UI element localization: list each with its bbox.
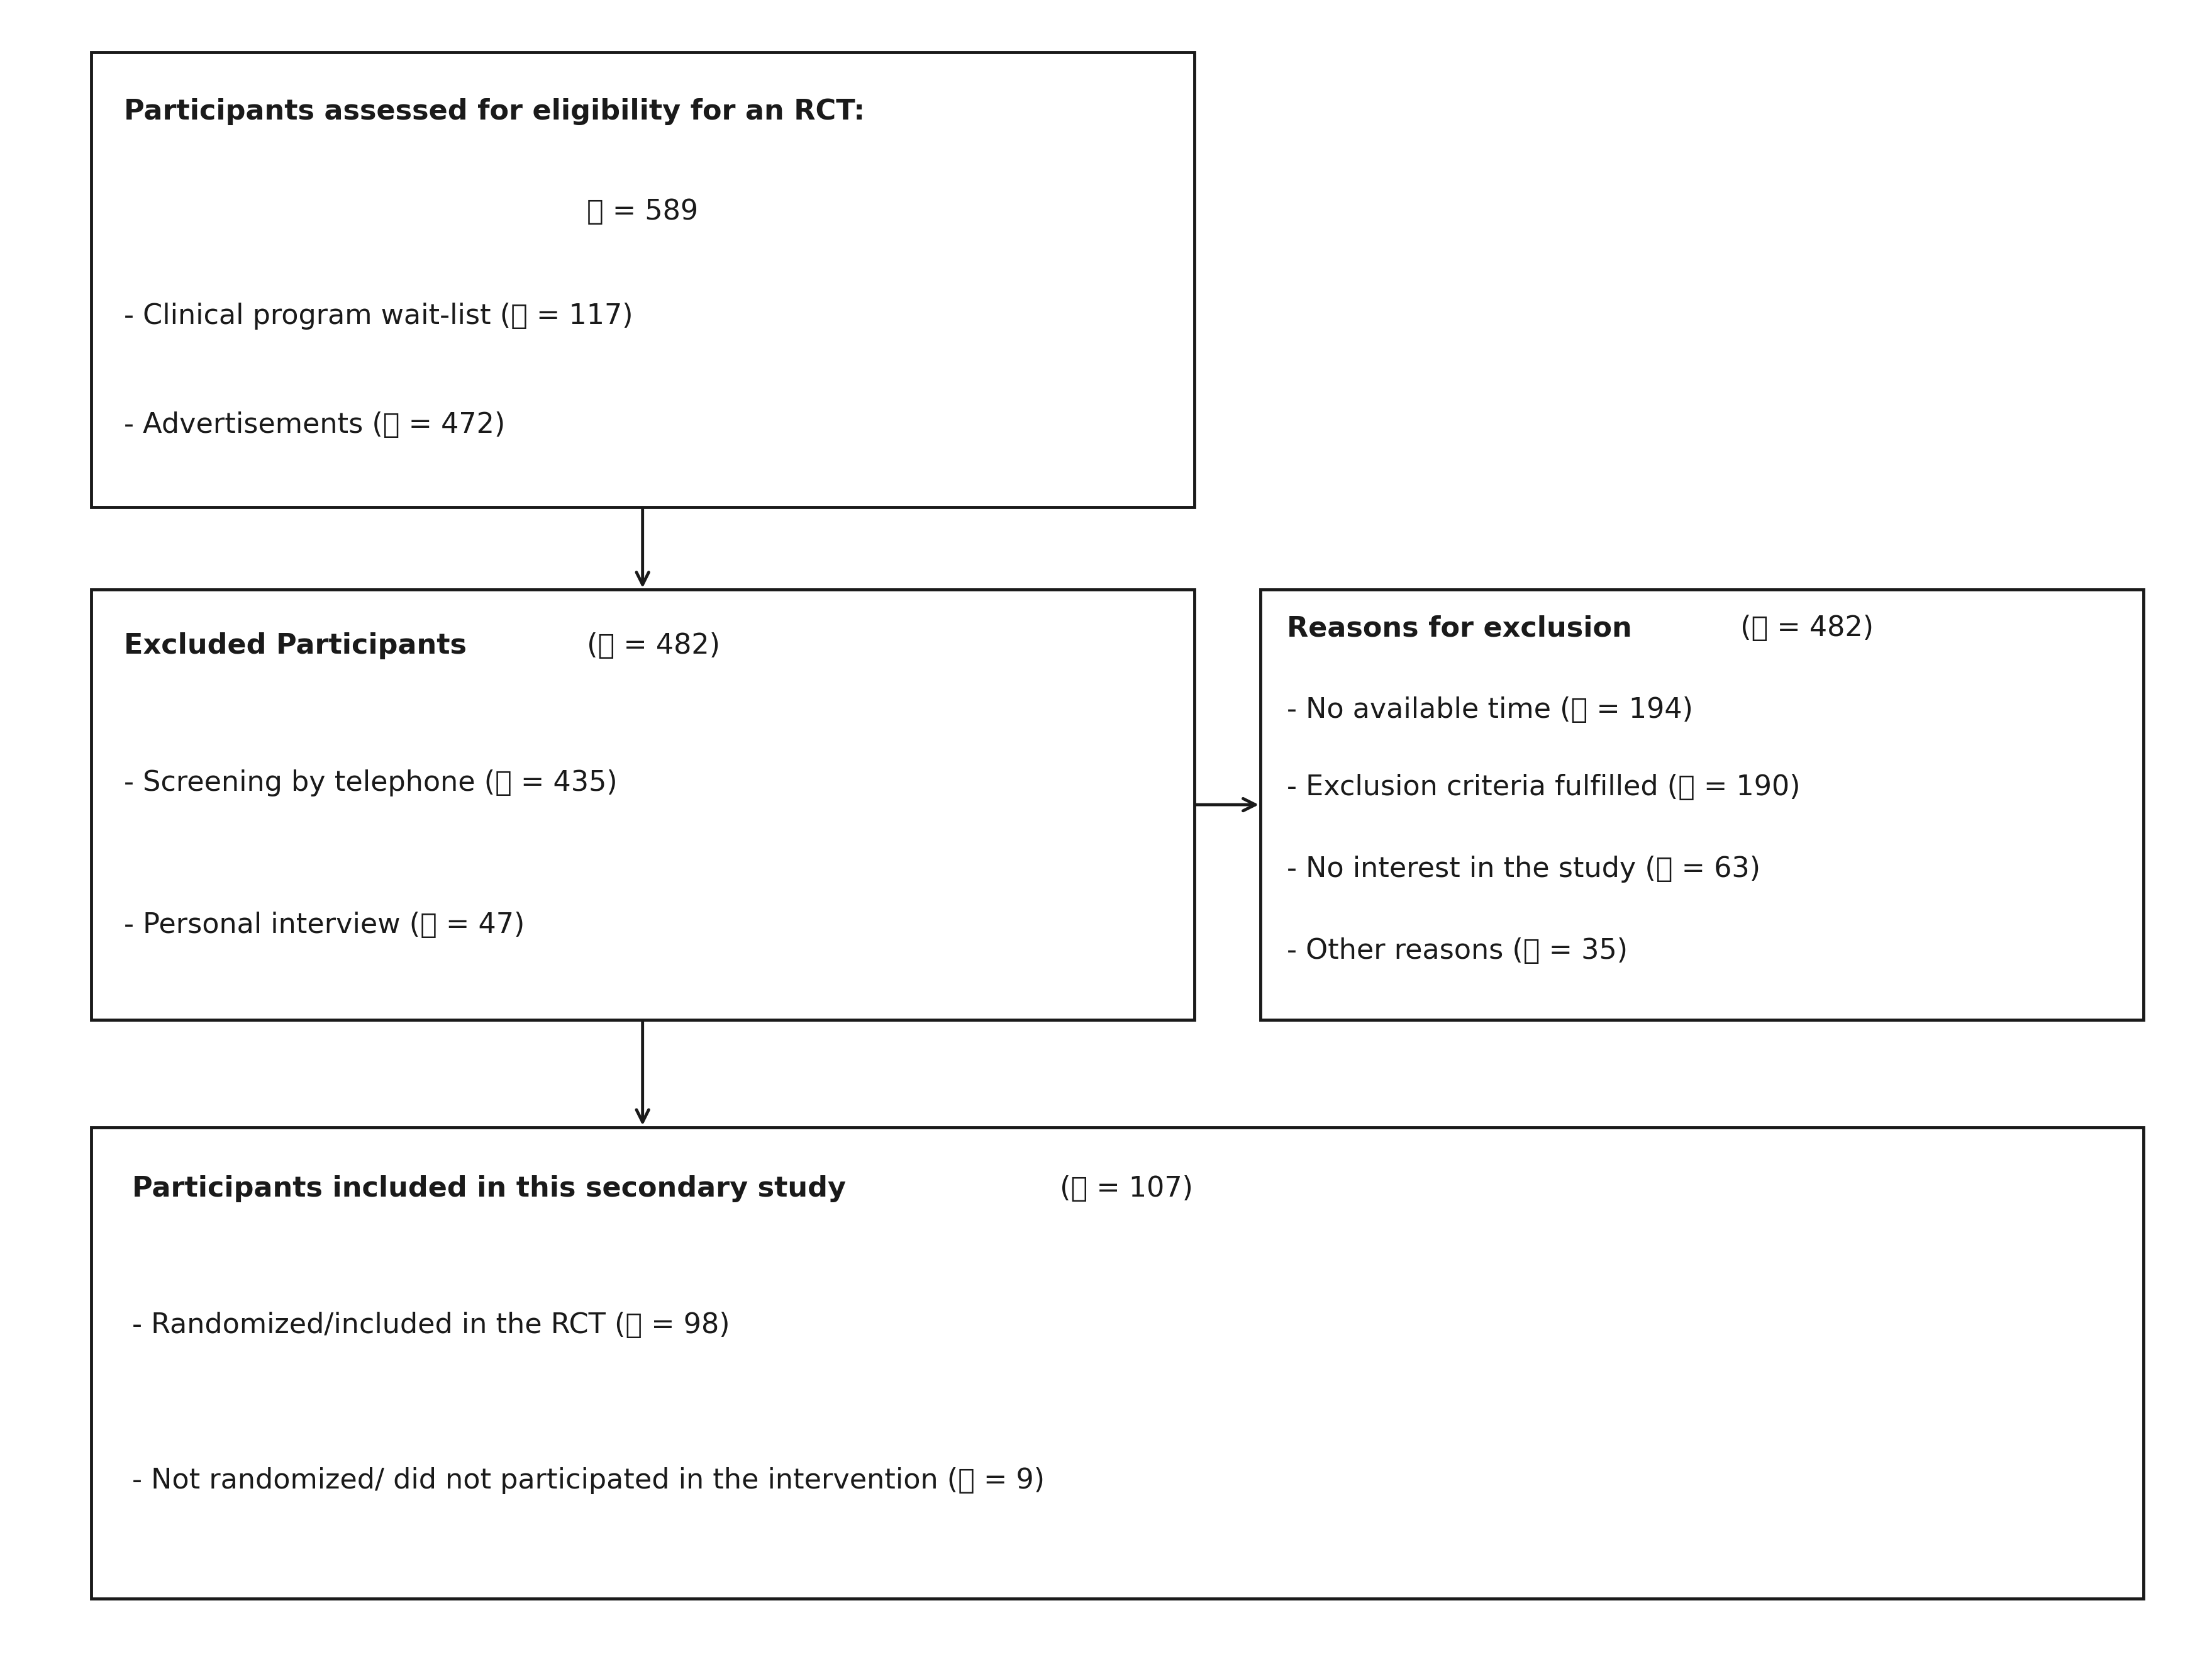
- FancyBboxPatch shape: [1261, 589, 2143, 1020]
- Text: Excluded Participants: Excluded Participants: [124, 632, 476, 659]
- Text: 𝑁 = 589: 𝑁 = 589: [586, 197, 699, 226]
- Text: - No available time (𝑛 = 194): - No available time (𝑛 = 194): [1287, 697, 1692, 723]
- FancyBboxPatch shape: [91, 51, 1194, 508]
- Text: - Personal interview (𝑛 = 47): - Personal interview (𝑛 = 47): [124, 911, 524, 939]
- Text: - Screening by telephone (𝑛 = 435): - Screening by telephone (𝑛 = 435): [124, 770, 617, 796]
- Text: - Randomized/included in the RCT (𝑛 = 98): - Randomized/included in the RCT (𝑛 = 98…: [133, 1312, 730, 1339]
- FancyBboxPatch shape: [91, 589, 1194, 1020]
- Text: (𝑛 = 107): (𝑛 = 107): [1051, 1175, 1192, 1203]
- Text: Participants assessed for eligibility for an RCT:: Participants assessed for eligibility fo…: [124, 98, 865, 124]
- Text: - Exclusion criteria fulfilled (𝑛 = 190): - Exclusion criteria fulfilled (𝑛 = 190): [1287, 775, 1801, 801]
- Text: - Clinical program wait-list (𝑛 = 117): - Clinical program wait-list (𝑛 = 117): [124, 302, 633, 330]
- Text: - Other reasons (𝑛 = 35): - Other reasons (𝑛 = 35): [1287, 937, 1628, 964]
- Text: - No interest in the study (𝑛 = 63): - No interest in the study (𝑛 = 63): [1287, 856, 1761, 883]
- Text: - Not randomized/ did not participated in the intervention (𝑛 = 9): - Not randomized/ did not participated i…: [133, 1467, 1044, 1495]
- Text: Participants included in this secondary study: Participants included in this secondary …: [133, 1175, 845, 1203]
- FancyBboxPatch shape: [91, 1126, 2143, 1599]
- Text: - Advertisements (𝑛 = 472): - Advertisements (𝑛 = 472): [124, 411, 504, 438]
- Text: (𝑛 = 482): (𝑛 = 482): [577, 632, 719, 659]
- Text: Reasons for exclusion: Reasons for exclusion: [1287, 615, 1632, 642]
- Text: (𝑛 = 482): (𝑛 = 482): [1732, 615, 1874, 642]
